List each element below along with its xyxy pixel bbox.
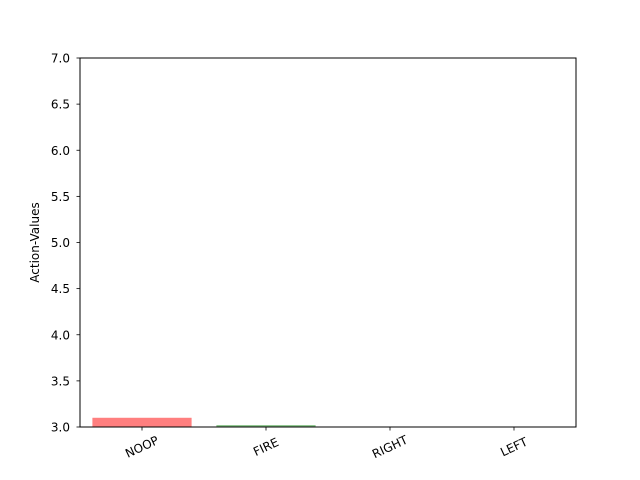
y-axis: 3.0 3.5 4.0 4.5 5.0 5.5 6.0 6.5 7.0 [51,52,80,435]
y-tick-label: 7.0 [51,52,70,66]
y-axis-title: Action-Values [28,202,42,282]
bars-group [92,417,316,427]
y-tick-label: 4.5 [51,282,70,296]
y-tick-label: 4.0 [51,328,70,342]
plot-area [80,58,576,427]
y-tick-label: 5.5 [51,190,70,204]
y-tick-label: 3.5 [51,374,70,388]
y-tick-label: 6.0 [51,144,70,158]
y-tick-label: 6.5 [51,98,70,112]
bar-fire [216,425,316,427]
bar-noop [92,417,192,427]
y-tick-label: 5.0 [51,236,70,250]
y-tick-label: 3.0 [51,421,70,435]
